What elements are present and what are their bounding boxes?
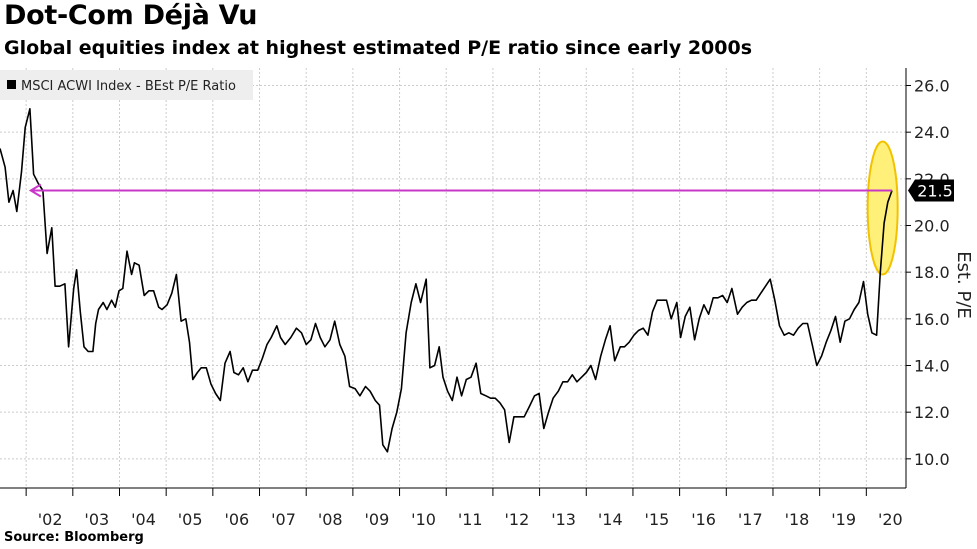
y-tick-label: 16.0	[914, 310, 950, 329]
value-callout-background	[908, 179, 954, 202]
y-tick-label: 24.0	[914, 123, 950, 142]
x-tick-label: '03	[84, 510, 109, 529]
legend-label: MSCI ACWI Index - BEst P/E Ratio	[21, 79, 236, 94]
x-tick-label: '17	[738, 510, 763, 529]
y-axis-ticks: 10.012.014.016.018.020.022.024.026.0	[906, 77, 950, 469]
magenta-arrow	[28, 183, 892, 198]
x-tick-label: '06	[224, 510, 249, 529]
x-gridlines	[25, 68, 867, 488]
highlight-ellipse	[866, 140, 899, 276]
value-callout: 21.5	[908, 179, 954, 202]
x-tick-label: '10	[411, 510, 436, 529]
legend-background	[0, 70, 253, 100]
x-axis-ticks: '02 '03 '04 '05 '06 '07 '08 '09 '10 '11 '12 '13 '14 '…	[25, 488, 903, 529]
value-callout-label: 21.5	[917, 182, 953, 201]
x-tick-label: '15	[645, 510, 670, 529]
chart-subtitle: Global equities index at highest estimat…	[4, 37, 753, 59]
y-tick-label: 14.0	[914, 357, 950, 376]
x-tick-label: '18	[785, 510, 810, 529]
x-tick-label: '11	[458, 510, 483, 529]
x-tick-label: '05	[178, 510, 203, 529]
x-tick-label: '14	[598, 510, 623, 529]
y-tick-label: 20.0	[914, 217, 950, 236]
y-tick-label: 18.0	[914, 263, 950, 282]
source-note: Source: Bloomberg	[4, 530, 144, 545]
x-tick-label: '19	[831, 510, 856, 529]
x-tick-label: '02	[38, 510, 63, 529]
arrow-head	[28, 183, 42, 198]
x-tick-label: '09	[364, 510, 389, 529]
x-tick-label: '12	[505, 510, 530, 529]
chart-title: Dot-Com Déjà Vu	[4, 0, 258, 31]
x-tick-label: '07	[271, 510, 296, 529]
y-tick-label: 26.0	[914, 77, 950, 96]
x-tick-label: '13	[551, 510, 576, 529]
x-tick-label: '20	[878, 510, 903, 529]
y-axis-title: Est. P/E	[953, 251, 974, 319]
x-tick-label: '04	[131, 510, 156, 529]
x-tick-label: '08	[318, 510, 343, 529]
legend-swatch	[7, 80, 16, 89]
legend: MSCI ACWI Index - BEst P/E Ratio	[0, 70, 253, 100]
y-tick-label: 10.0	[914, 450, 950, 469]
y-gridlines	[0, 85, 906, 460]
x-tick-label: '16	[691, 510, 716, 529]
series-line-msci-acwi-pe	[0, 108, 893, 453]
y-tick-label: 12.0	[914, 403, 950, 422]
